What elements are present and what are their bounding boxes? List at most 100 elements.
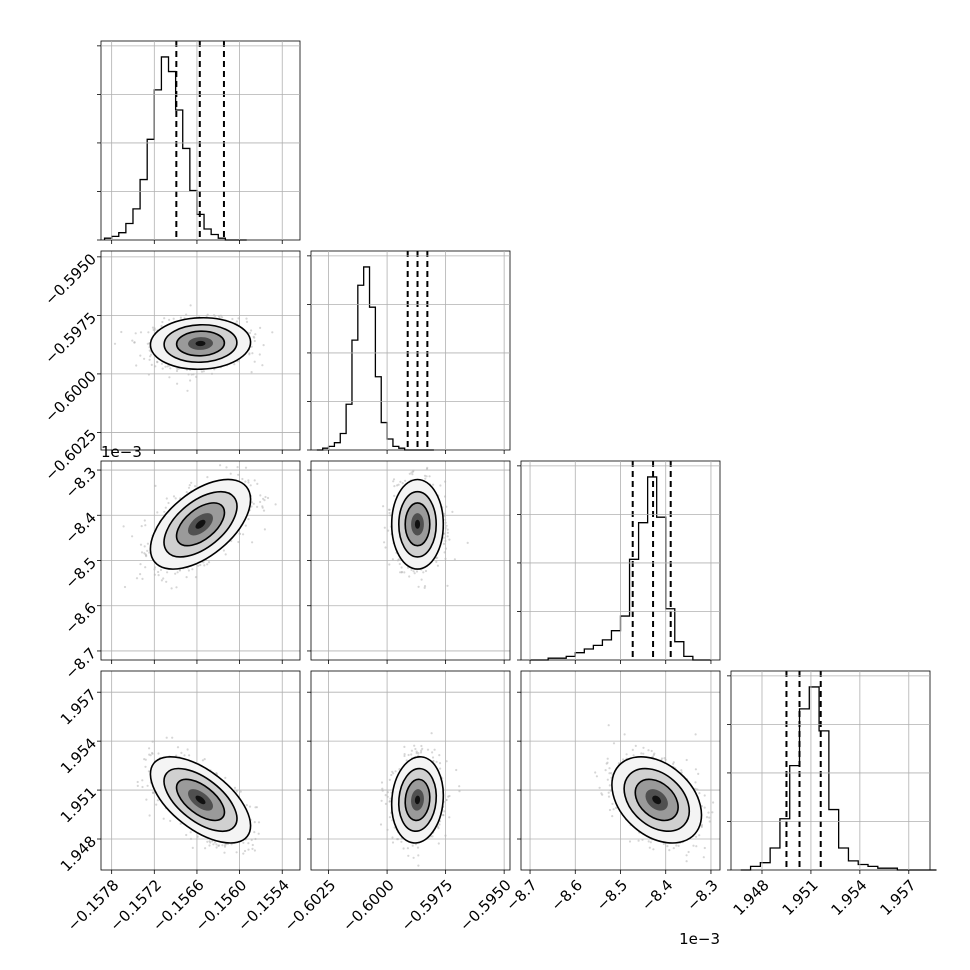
scatter-point bbox=[261, 506, 264, 509]
scatter-point bbox=[264, 495, 267, 499]
scatter-point bbox=[423, 586, 426, 590]
scatter-point bbox=[432, 759, 435, 763]
contour-line-1 bbox=[398, 490, 438, 558]
contour-line-1 bbox=[163, 767, 238, 833]
scatter-point bbox=[444, 480, 447, 483]
scatter-point bbox=[400, 571, 403, 574]
scatter-point bbox=[251, 352, 254, 355]
scatter-point bbox=[191, 846, 194, 850]
scatter-point bbox=[153, 568, 156, 571]
contour-line-2 bbox=[404, 502, 431, 547]
scatter-point bbox=[247, 518, 250, 521]
scatter-point bbox=[147, 331, 150, 334]
scatter-point bbox=[423, 585, 427, 588]
scatter-point bbox=[141, 779, 144, 782]
scatter-point bbox=[436, 564, 439, 567]
scatter-point bbox=[399, 480, 402, 483]
scatter-point bbox=[221, 844, 224, 847]
scatter-point bbox=[388, 563, 391, 566]
hist-panel-1 bbox=[310, 250, 511, 451]
scatter-point bbox=[446, 535, 449, 538]
scatter-point bbox=[147, 373, 150, 376]
scatter-point bbox=[202, 370, 205, 373]
scatter-point bbox=[144, 758, 147, 761]
scatter-point bbox=[248, 805, 252, 808]
scatter-point bbox=[244, 524, 247, 527]
panel-frame bbox=[100, 460, 301, 661]
scatter-point bbox=[140, 525, 143, 528]
scatter-point bbox=[189, 304, 192, 307]
scatter-point bbox=[403, 571, 406, 574]
scatter-point bbox=[120, 330, 123, 334]
scatter-point bbox=[448, 538, 451, 541]
scatter-point bbox=[383, 541, 386, 544]
scatter-point bbox=[442, 542, 446, 546]
scatter-panel-1-3 bbox=[379, 732, 461, 867]
scatter-panel-0-1 bbox=[113, 304, 274, 392]
scatter-point bbox=[235, 320, 238, 323]
scatter-point bbox=[420, 744, 423, 748]
scatter-point bbox=[211, 840, 214, 843]
scatter-point bbox=[212, 843, 215, 846]
scatter-point bbox=[180, 751, 183, 755]
scatter-point bbox=[160, 362, 164, 365]
scatter-point bbox=[139, 563, 142, 566]
scatter-point bbox=[446, 584, 449, 587]
hist-panel-3 bbox=[730, 670, 937, 871]
scatter-point bbox=[396, 559, 399, 562]
scatter-point bbox=[396, 484, 399, 487]
scatter-point bbox=[148, 747, 151, 750]
scatter-point bbox=[233, 363, 236, 366]
scatter-point bbox=[219, 314, 222, 317]
scatter-point bbox=[263, 499, 266, 502]
scatter-point bbox=[164, 365, 167, 368]
scatter-point bbox=[143, 357, 146, 360]
scatter-point bbox=[188, 484, 191, 487]
scatter-point bbox=[253, 479, 256, 482]
scatter-point bbox=[200, 370, 204, 373]
scatter-point bbox=[139, 331, 143, 334]
contour-line-0 bbox=[149, 756, 252, 844]
scatter-point bbox=[171, 736, 174, 739]
scatter-point bbox=[256, 482, 259, 485]
scatter-point bbox=[224, 776, 227, 780]
panel-frame bbox=[100, 250, 301, 451]
scatter-point bbox=[145, 555, 148, 558]
scatter-point bbox=[143, 519, 146, 522]
scatter-point bbox=[149, 355, 152, 358]
density-level-4 bbox=[195, 340, 206, 347]
scatter-point bbox=[391, 558, 394, 561]
scatter-point bbox=[250, 329, 253, 332]
scatter-point bbox=[225, 466, 228, 469]
scatter-point bbox=[407, 854, 410, 857]
scatter-point bbox=[154, 484, 157, 487]
scatter-point bbox=[236, 466, 239, 469]
scatter-point bbox=[243, 849, 247, 853]
panel-frame bbox=[310, 250, 511, 451]
scatter-point bbox=[151, 326, 155, 329]
scatter-point bbox=[163, 510, 166, 513]
scatter-point bbox=[256, 505, 259, 508]
scatter-point bbox=[229, 472, 232, 475]
scatter-point bbox=[444, 518, 447, 521]
scatter-point bbox=[248, 331, 252, 335]
scatter-point bbox=[237, 317, 240, 320]
scatter-point bbox=[172, 317, 175, 320]
scatter-point bbox=[239, 790, 242, 793]
scatter-point bbox=[145, 798, 148, 801]
histogram-step bbox=[316, 266, 434, 451]
scatter-point bbox=[154, 365, 157, 368]
contour-line-1 bbox=[163, 490, 238, 558]
scatter-point bbox=[215, 846, 218, 849]
scatter-point bbox=[187, 486, 191, 489]
scatter-point bbox=[403, 745, 406, 749]
scatter-point bbox=[165, 736, 168, 739]
contour-line-0 bbox=[149, 478, 252, 570]
scatter-point bbox=[169, 367, 172, 370]
scatter-point bbox=[242, 533, 245, 536]
scatter-point bbox=[431, 756, 435, 759]
scatter-point bbox=[428, 475, 431, 478]
scatter-point bbox=[199, 563, 202, 567]
scatter-point bbox=[251, 541, 254, 544]
scatter-point bbox=[244, 480, 247, 483]
